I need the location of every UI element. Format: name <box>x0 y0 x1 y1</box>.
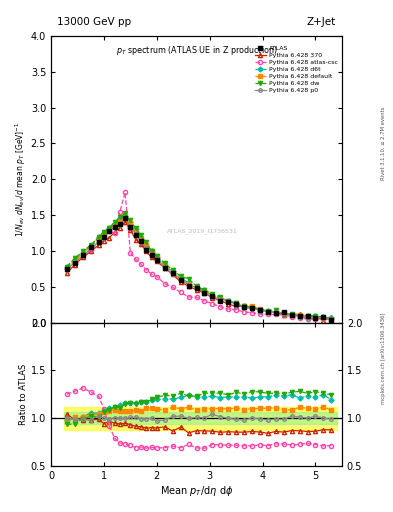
Text: Rivet 3.1.10, ≥ 2.7M events: Rivet 3.1.10, ≥ 2.7M events <box>381 106 386 180</box>
Text: ATLAS_2019_I1736531: ATLAS_2019_I1736531 <box>167 228 238 233</box>
Text: $p_T$ spectrum (ATLAS UE in Z production): $p_T$ spectrum (ATLAS UE in Z production… <box>116 45 277 57</box>
Y-axis label: Ratio to ATLAS: Ratio to ATLAS <box>19 364 28 425</box>
Legend: ATLAS, Pythia 6.428 370, Pythia 6.428 atlas-csc, Pythia 6.428 d6t, Pythia 6.428 : ATLAS, Pythia 6.428 370, Pythia 6.428 at… <box>253 45 339 94</box>
Text: 13000 GeV pp: 13000 GeV pp <box>57 17 131 27</box>
Text: mcplots.cern.ch [arXiv:1306.3436]: mcplots.cern.ch [arXiv:1306.3436] <box>381 313 386 404</box>
Y-axis label: $1/N_{ev}$ $dN_{ev}/d$ mean $p_T$ $[\mathrm{GeV}]^{-1}$: $1/N_{ev}$ $dN_{ev}/d$ mean $p_T$ $[\mat… <box>13 121 28 237</box>
Text: Z+Jet: Z+Jet <box>307 17 336 27</box>
X-axis label: Mean $p_T$/d$\eta$ d$\phi$: Mean $p_T$/d$\eta$ d$\phi$ <box>160 483 233 498</box>
